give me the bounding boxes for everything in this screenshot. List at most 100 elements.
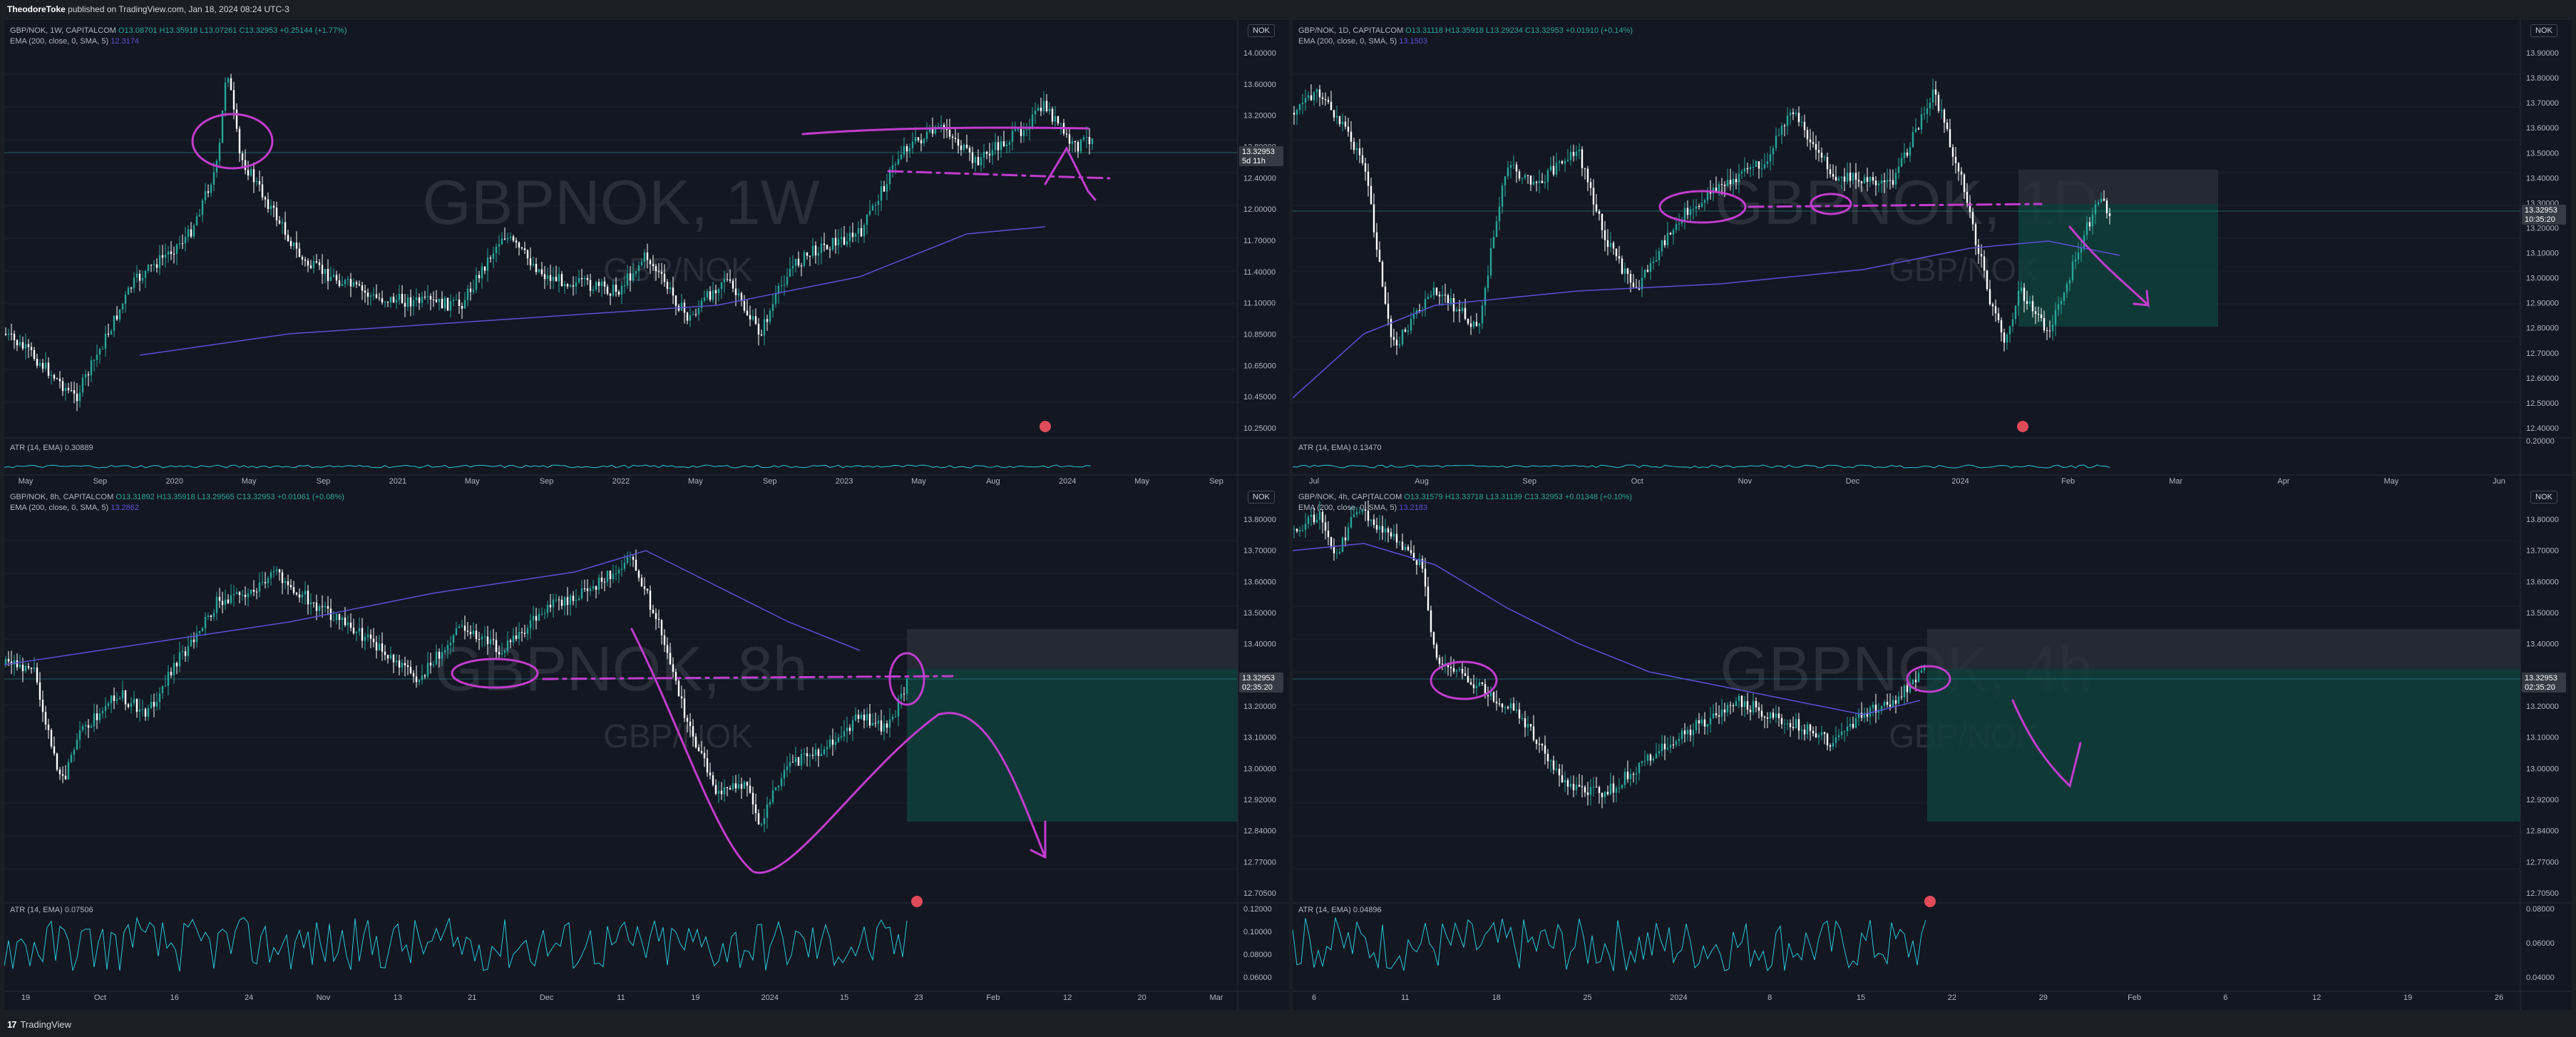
- time-tick: Sep: [93, 477, 108, 486]
- candle-body: [369, 295, 372, 297]
- candle-body: [116, 699, 118, 701]
- atr-label[interactable]: ATR (14, EMA): [1298, 444, 1351, 452]
- candle-body: [1492, 692, 1495, 702]
- candle-body: [418, 297, 421, 303]
- candle-body: [1826, 157, 1829, 170]
- candle-body: [1498, 703, 1501, 705]
- candle-body: [164, 685, 167, 687]
- candle-body: [1894, 700, 1897, 704]
- candle-body: [575, 600, 578, 601]
- ema-label[interactable]: EMA (200, close, 0, SMA, 5): [10, 37, 109, 46]
- chart-pane-1d[interactable]: GBP/NOK, 1D, CAPITALCOM O13.31118 H13.35…: [1293, 20, 2572, 494]
- candle-body: [2091, 214, 2094, 227]
- candle-body: [1909, 684, 1912, 693]
- candle-body: [295, 242, 298, 249]
- candle-body: [230, 78, 232, 91]
- candle-body: [1395, 339, 1398, 346]
- candle-body: [1755, 161, 1757, 167]
- candle-body: [1524, 175, 1526, 178]
- candle-body: [241, 153, 244, 160]
- candle-body: [1757, 707, 1760, 711]
- tradingview-logo-icon[interactable]: 17: [7, 1019, 17, 1030]
- candle-body: [749, 315, 751, 320]
- candle-body: [384, 651, 386, 655]
- candle-body: [443, 297, 446, 309]
- symbol-line[interactable]: GBP/NOK, 4h, CAPITALCOM: [1298, 493, 1402, 501]
- candle-body: [1441, 663, 1444, 665]
- candle-body: [232, 593, 235, 596]
- price-tick: 11.40000: [1243, 268, 1276, 277]
- atr-label[interactable]: ATR (14, EMA): [10, 444, 63, 452]
- symbol-line[interactable]: GBP/NOK, 1D, CAPITALCOM: [1298, 26, 1404, 35]
- candle-body: [184, 237, 187, 244]
- brand-name[interactable]: TradingView: [20, 1019, 72, 1030]
- hand-drawings: [451, 628, 1047, 874]
- chart-canvas[interactable]: GBPNOK, 4hGBP/NOK13.8000013.7000013.6000…: [1293, 486, 2572, 1010]
- candle-body: [626, 556, 629, 563]
- candle-body: [1432, 287, 1435, 296]
- time-tick: 2021: [389, 477, 406, 486]
- support-drawing: [1748, 203, 2043, 208]
- candle-body: [1826, 733, 1829, 746]
- symbol-line[interactable]: GBP/NOK, 8h, CAPITALCOM: [10, 493, 114, 501]
- candle-body: [173, 663, 175, 675]
- candle-body: [324, 269, 327, 275]
- symbol-line[interactable]: GBP/NOK, 1W, CAPITALCOM: [10, 26, 116, 35]
- candle-body: [2108, 213, 2111, 217]
- candle-body: [381, 643, 384, 652]
- candle-body: [210, 615, 212, 617]
- candle-body: [461, 305, 463, 309]
- chart-pane-4h[interactable]: GBP/NOK, 4h, CAPITALCOM O13.31579 H13.33…: [1293, 486, 2572, 1010]
- candle-body: [1401, 541, 1404, 551]
- atr-label[interactable]: ATR (14, EMA): [1298, 906, 1351, 914]
- candle-body: [375, 294, 378, 298]
- candle-body: [1672, 230, 1675, 235]
- price-tick: 14.00000: [1243, 49, 1276, 58]
- grid-lines: [4, 73, 1238, 403]
- candle-body: [652, 264, 655, 267]
- author-name[interactable]: TheodoreToke: [7, 4, 66, 14]
- candle-body: [1584, 168, 1586, 169]
- candle-body: [1372, 519, 1375, 525]
- candle-body: [347, 279, 349, 280]
- atr-label[interactable]: ATR (14, EMA): [10, 906, 63, 914]
- candle-body: [1912, 131, 1914, 148]
- candle-body: [2100, 198, 2103, 203]
- candle-body: [603, 281, 606, 287]
- candle-body: [1478, 323, 1481, 327]
- candle-body: [1293, 528, 1295, 530]
- candle-body: [1863, 712, 1866, 718]
- currency-button[interactable]: NOK: [1248, 491, 1275, 504]
- currency-button[interactable]: NOK: [2530, 491, 2557, 504]
- take-profit-zone: [1927, 669, 2520, 822]
- chart-canvas[interactable]: GBPNOK, 8hGBP/NOK13.8000013.7000013.6000…: [4, 486, 1289, 1010]
- chart-canvas[interactable]: GBPNOK, 1DGBP/NOK13.9000013.8000013.7000…: [1293, 20, 2572, 494]
- currency-button[interactable]: NOK: [1248, 24, 1275, 37]
- ema-label[interactable]: EMA (200, close, 0, SMA, 5): [10, 504, 109, 512]
- chart-canvas[interactable]: GBPNOK, 1W GBP/NOK 14.00000 13.60000 13.2000…: [4, 20, 1289, 494]
- candle-body: [53, 746, 56, 754]
- price-tick: 10.45000: [1243, 393, 1276, 402]
- candle-body: [329, 608, 332, 620]
- ema-label[interactable]: EMA (200, close, 0, SMA, 5): [1298, 504, 1397, 512]
- candle-body: [714, 290, 717, 294]
- candle-body: [76, 393, 78, 402]
- candle-body: [364, 290, 366, 293]
- candle-body: [2031, 301, 2034, 312]
- chart-pane-8h[interactable]: GBP/NOK, 8h, CAPITALCOM O13.31892 H13.35…: [4, 486, 1289, 1010]
- candle-body: [523, 633, 526, 635]
- candle-body: [1743, 701, 1746, 707]
- chart-pane-1w[interactable]: GBP/NOK, 1W, CAPITALCOM O13.08701 H13.35…: [4, 20, 1289, 494]
- candle-body: [726, 787, 729, 788]
- candle-body: [777, 786, 780, 788]
- candle-body: [1509, 703, 1512, 709]
- candle-body: [1364, 509, 1367, 511]
- candle-body: [612, 573, 615, 579]
- candle-body: [1427, 297, 1430, 300]
- candle-body: [905, 145, 908, 152]
- candle-body: [543, 274, 546, 280]
- candle-body: [569, 596, 572, 606]
- currency-button[interactable]: NOK: [2530, 24, 2557, 37]
- candle-body: [275, 569, 278, 571]
- ema-label[interactable]: EMA (200, close, 0, SMA, 5): [1298, 37, 1397, 46]
